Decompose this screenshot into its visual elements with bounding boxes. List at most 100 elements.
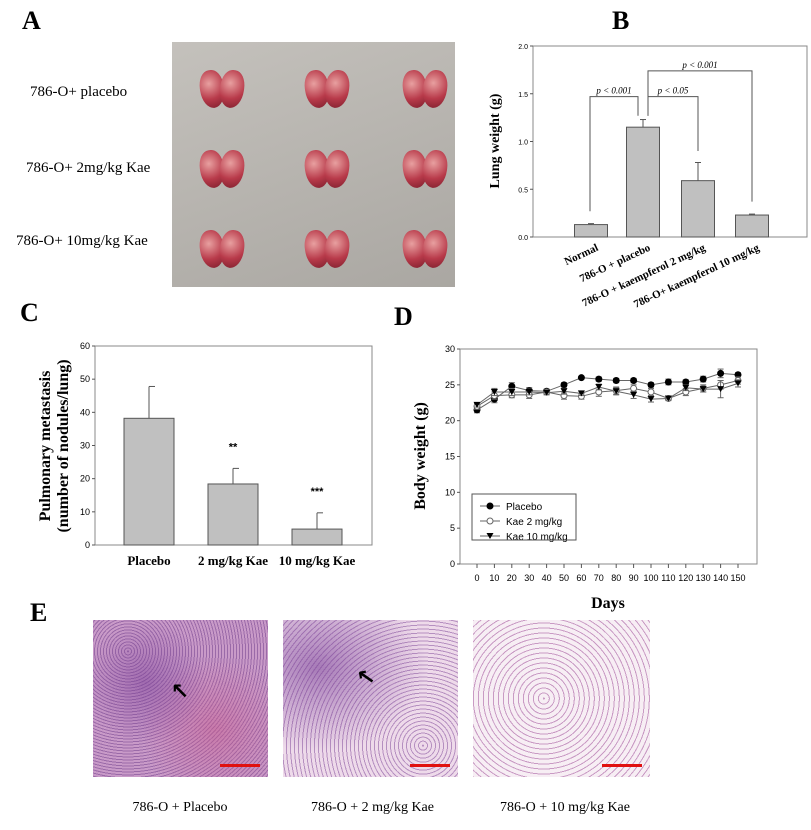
- y-axis-label: Lung weight (g): [488, 93, 503, 188]
- legend-label: Kae 10 mg/kg: [506, 532, 568, 543]
- x-tick-label: 120: [678, 573, 693, 583]
- bar: [626, 126, 660, 238]
- scale-bar: [410, 764, 450, 767]
- x-tick-label: 20: [507, 573, 517, 583]
- significance-label: p < 0.001: [595, 86, 631, 96]
- y-axis-label: (number of nodules/lung): [55, 359, 72, 532]
- data-point: [525, 389, 533, 395]
- data-point: [560, 388, 568, 395]
- y-tick-label: 0.0: [518, 235, 528, 242]
- y-tick-label: 40: [80, 407, 90, 417]
- y-tick-label: 1.5: [518, 92, 528, 99]
- panel-label-d: D: [394, 302, 413, 331]
- data-point: [612, 377, 620, 385]
- x-tick-label: 100: [643, 573, 658, 583]
- data-point: [664, 395, 672, 402]
- caption-2mg: 786-O + 2 mg/kg Kae: [311, 800, 434, 815]
- y-tick-label: 2.0: [518, 44, 528, 51]
- significance-label: p < 0.001: [681, 60, 717, 70]
- panel-label-a: A: [22, 6, 41, 35]
- panel-label-b: B: [612, 6, 630, 35]
- plot-frame: [459, 348, 758, 565]
- y-tick-label: 0.5: [518, 187, 528, 194]
- x-tick-label: 30: [524, 573, 534, 583]
- data-point: [577, 374, 585, 382]
- y-tick-label: 25: [445, 380, 455, 390]
- data-point: [612, 388, 620, 395]
- bar: [574, 224, 608, 238]
- data-point: [682, 384, 690, 391]
- bar: [681, 180, 715, 238]
- significance-label: p < 0.05: [657, 86, 689, 96]
- y-axis-label: Body weight (g): [412, 402, 429, 510]
- legend-label: Kae 2 mg/kg: [506, 517, 562, 528]
- histology-image-10mg: [473, 620, 650, 777]
- significance-marker: ***: [311, 486, 325, 498]
- lung-photo: [172, 42, 455, 287]
- data-point: [630, 391, 638, 398]
- bar: [207, 483, 259, 546]
- data-point: [682, 378, 690, 386]
- row-label-2mg: 786-O+ 2mg/kg Kae: [26, 160, 151, 176]
- data-point: [647, 388, 655, 396]
- data-point: [717, 386, 725, 393]
- row-label-placebo: 786-O+ placebo: [30, 84, 128, 100]
- row-label-10mg: 786-O+ 10mg/kg Kae: [16, 233, 148, 249]
- y-tick-label: 20: [445, 416, 455, 426]
- y-tick-label: 50: [80, 374, 90, 384]
- x-tick-label: 60: [576, 573, 586, 583]
- x-tick-label: 130: [696, 573, 711, 583]
- y-tick-label: 30: [445, 344, 455, 354]
- bar: [291, 528, 343, 546]
- significance-bracket: [647, 70, 753, 202]
- series-line: [476, 372, 739, 411]
- data-point: [508, 389, 516, 395]
- x-tick-label: 50: [559, 573, 569, 583]
- y-tick-label: 20: [80, 474, 90, 484]
- y-tick-label: 30: [80, 441, 90, 451]
- histology-image-2mg: →: [283, 620, 458, 777]
- panel-label-e: E: [30, 598, 48, 627]
- x-axis-label: Days: [591, 595, 625, 612]
- scale-bar: [220, 764, 260, 767]
- legend-label: Placebo: [506, 502, 543, 513]
- x-tick-label: 150: [730, 573, 745, 583]
- data-point: [647, 381, 655, 389]
- legend-marker: [486, 533, 494, 539]
- data-point: [630, 384, 638, 392]
- legend-marker: [486, 517, 494, 525]
- data-point: [543, 389, 551, 396]
- data-point: [717, 369, 725, 377]
- x-tick-label: 10 mg/kg Kae: [279, 553, 356, 568]
- series-line: [476, 380, 739, 407]
- plot-frame: [532, 45, 808, 238]
- y-tick-label: 15: [445, 452, 455, 462]
- series-line: [476, 382, 739, 406]
- data-point: [560, 381, 568, 389]
- y-tick-label: 0: [450, 559, 455, 569]
- data-point: [699, 386, 707, 393]
- data-point: [699, 375, 707, 383]
- y-axis-label: Pulmonary metastasis: [37, 371, 54, 522]
- data-point: [647, 396, 655, 403]
- x-tick-label: 110: [661, 573, 675, 583]
- data-point: [595, 375, 603, 383]
- y-tick-label: 5: [450, 523, 455, 533]
- data-point: [734, 380, 742, 387]
- significance-marker: **: [229, 441, 238, 453]
- data-point: [630, 377, 638, 385]
- y-tick-label: 10: [80, 507, 90, 517]
- x-tick-label: 2 mg/kg Kae: [198, 553, 268, 568]
- histology-image-placebo: →: [93, 620, 268, 777]
- x-tick-label: Placebo: [127, 553, 170, 568]
- x-tick-label: 80: [611, 573, 621, 583]
- scale-bar: [602, 764, 642, 767]
- y-tick-label: 1.0: [518, 140, 528, 147]
- bar: [735, 214, 769, 238]
- bar: [123, 417, 175, 546]
- data-point: [595, 383, 603, 390]
- y-tick-label: 0: [85, 540, 90, 550]
- significance-bracket: [589, 96, 639, 212]
- legend-marker: [486, 502, 494, 510]
